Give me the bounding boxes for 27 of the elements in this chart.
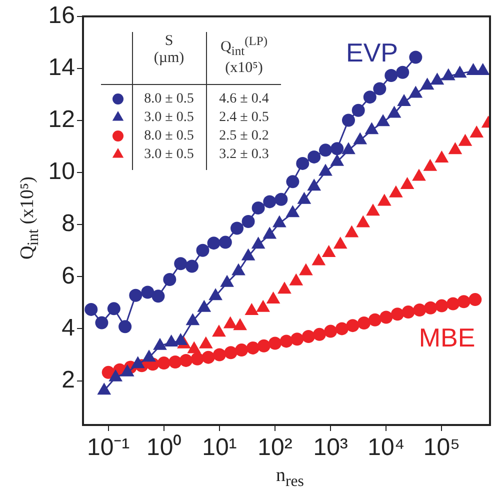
y-tick-label: 16 [48,2,75,30]
y-tick-label: 12 [48,106,75,134]
annotation: 2.4 ± 0.5 [219,110,269,126]
x-tick-label: 10¹ [202,434,237,462]
x-tick-label: 10⁴ [368,434,405,462]
annotation: 2.5 ± 0.2 [219,128,269,144]
x-tick-label: 10³ [313,434,348,462]
annotation: 3.2 ± 0.3 [219,147,269,162]
y-tick-label: 6 [62,262,75,290]
y-tick-label: 8 [62,210,75,238]
x-tick-label: 10⁵ [423,434,460,462]
y-tick-label: 2 [62,366,75,394]
legend-label: 3.0 ± 0.5 [144,110,194,126]
legend-label: 3.0 ± 0.5 [144,147,194,162]
x-tick-label: 10⁻¹ [86,434,130,462]
legend-label: 8.0 ± 0.5 [144,92,194,107]
x-axis-title: n$_{res}$ [276,465,304,491]
y-tick-label: 4 [62,314,75,342]
annotation: EVP [346,38,398,68]
annotation: 4.6 ± 0.4 [219,92,269,107]
x-tick-label: 10² [258,434,292,462]
x-tick-label: 10⁰ [146,434,182,462]
y-tick-label: 10 [48,158,75,186]
y-tick-label: 14 [48,54,75,82]
legend-label: 8.0 ± 0.5 [144,128,194,144]
annotation: MBE [418,322,476,354]
legend-title: S (µm) [154,33,184,67]
